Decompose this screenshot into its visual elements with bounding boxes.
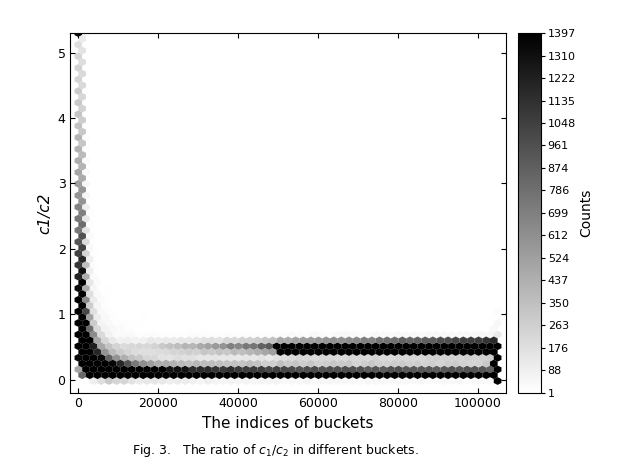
X-axis label: The indices of buckets: The indices of buckets bbox=[202, 416, 374, 431]
Y-axis label: c1/c2: c1/c2 bbox=[37, 192, 52, 234]
Text: Fig. 3.   The ratio of $c_1/c_2$ in different buckets.: Fig. 3. The ratio of $c_1/c_2$ in differ… bbox=[132, 442, 419, 459]
Y-axis label: Counts: Counts bbox=[579, 189, 593, 237]
